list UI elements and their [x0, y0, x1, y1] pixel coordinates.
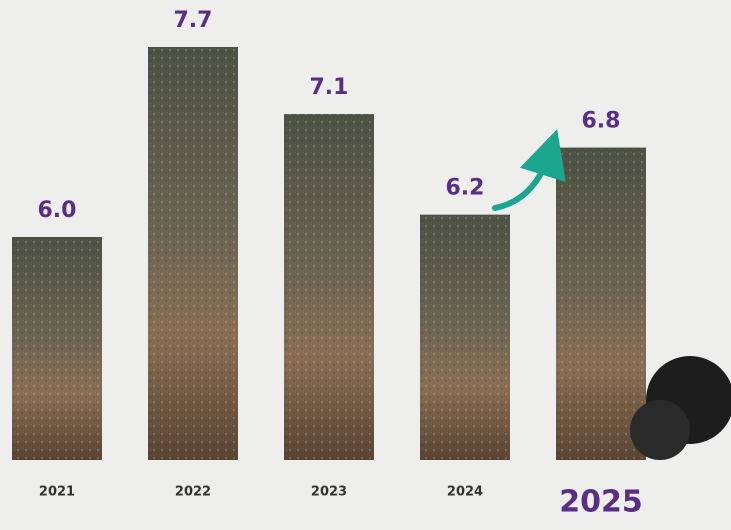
plot-area: 6.0 2021 7.7 2022 7.1 2023 6.2 2024 6.8 2025: [12, 8, 646, 520]
value-label: 6.2: [446, 176, 485, 201]
x-tick-label: 2024: [447, 485, 483, 500]
bar-texture: [284, 114, 374, 460]
x-tick-label: 2023: [311, 485, 347, 500]
rock-pile: [630, 400, 690, 460]
value-label: 7.7: [174, 8, 213, 33]
bar-texture: [420, 214, 510, 460]
value-label: 6.8: [582, 109, 621, 134]
bar-texture: [12, 237, 102, 460]
x-tick-label: 2022: [175, 485, 211, 500]
x-tick-label: 2025: [559, 485, 643, 520]
value-label: 6.0: [38, 198, 77, 223]
bar-texture: [148, 47, 238, 460]
trend-arrow: [492, 129, 566, 211]
x-tick-label: 2021: [39, 485, 75, 500]
value-label: 7.1: [310, 75, 349, 100]
bar-texture: [556, 147, 646, 460]
